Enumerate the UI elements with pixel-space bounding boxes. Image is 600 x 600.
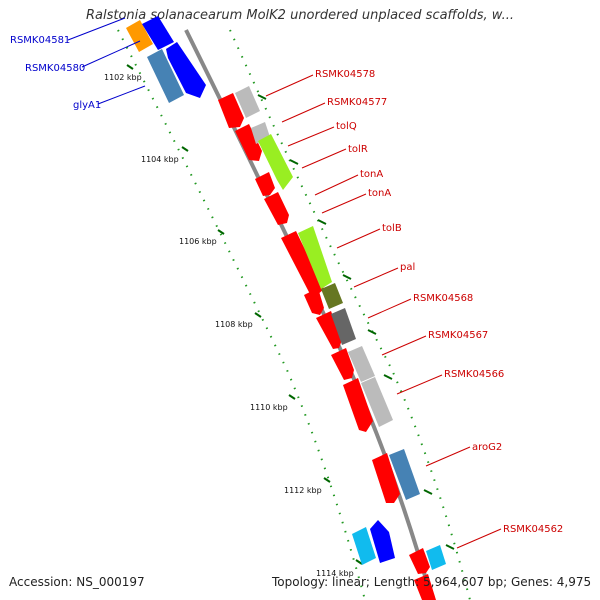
gene-rsmk04578-feature[interactable]	[218, 93, 244, 128]
tick-label-1106: 1106 kbp	[179, 237, 217, 246]
gene-bottom-cyan-1[interactable]	[352, 527, 376, 565]
gene-pal-red[interactable]	[304, 288, 324, 315]
gene-label-pal[interactable]: pal	[400, 262, 415, 273]
gene-rsmk04577-feature[interactable]	[235, 124, 262, 161]
tick-mark	[181, 146, 189, 152]
tick-mark	[323, 477, 331, 483]
gene-bottom-blue-1[interactable]	[370, 520, 395, 563]
gene-rsmk04562-feature[interactable]	[409, 548, 430, 574]
tick-label-1110: 1110 kbp	[250, 403, 288, 412]
gene-tonA-1-feature[interactable]	[264, 192, 289, 225]
gene-rsmk04580-feature[interactable]	[147, 49, 184, 103]
gene-rsmk04567-feature[interactable]	[331, 348, 354, 380]
left-label-leaders	[67, 17, 146, 105]
tick-label-1114: 1114 kbp	[316, 569, 354, 578]
gene-rsmk04567-gray[interactable]	[348, 346, 375, 382]
gene-bottom-red[interactable]	[414, 574, 436, 600]
backbone-line	[184, 29, 434, 600]
gene-label-rsmk04581[interactable]: RSMK04581	[10, 35, 70, 46]
tick-label-1108: 1108 kbp	[215, 320, 253, 329]
gene-label-rsmk04580[interactable]: RSMK04580	[25, 63, 85, 74]
gene-label-rsmk04578[interactable]: RSMK04578	[315, 69, 375, 80]
tick-mark	[254, 312, 262, 318]
gene-tolB-feature[interactable]	[298, 226, 332, 289]
gene-rsmk04566-gray[interactable]	[361, 377, 393, 427]
gene-rsmk04581b-feature[interactable]	[142, 16, 174, 50]
tick-mark	[126, 64, 134, 70]
gene-tolR-feature[interactable]	[255, 172, 275, 196]
gene-rsmk04581-feature[interactable]	[126, 20, 153, 52]
gene-glyA1-feature[interactable]	[166, 42, 206, 98]
gene-rsmk04568-gray[interactable]	[331, 308, 356, 345]
accession-text: Accession: NS_000197	[9, 575, 145, 589]
tick-mark	[355, 559, 363, 565]
tick-mark	[288, 394, 296, 400]
tick-mark	[217, 229, 225, 235]
gene-tonA-2-feature[interactable]	[281, 231, 324, 296]
gene-label-aroG2[interactable]: aroG2	[472, 442, 502, 453]
gene-label-glyA1[interactable]: glyA1	[73, 100, 101, 111]
gene-rsmk04568-feature[interactable]	[316, 311, 342, 349]
right-strand-genes	[218, 86, 436, 600]
gene-label-tolB[interactable]: tolB	[382, 223, 402, 234]
tick-label-1112: 1112 kbp	[284, 486, 322, 495]
left-labels: RSMK04581 RSMK04580 glyA1	[10, 35, 101, 111]
right-guide-ticks	[257, 94, 455, 550]
gene-bottom-cyan-2[interactable]	[426, 545, 446, 570]
gene-label-tonA-2[interactable]: tonA	[368, 188, 391, 199]
gene-rsmk04566-feature[interactable]	[343, 378, 373, 432]
topology-text: Topology: linear; Length: 5,964,607 bp; …	[272, 575, 592, 589]
right-labels: RSMK04578 RSMK04577 tolQ tolR tonA tonA …	[315, 69, 563, 535]
gene-label-tonA-1[interactable]: tonA	[360, 169, 383, 180]
gene-label-tolR[interactable]: tolR	[348, 144, 368, 155]
tick-label-1104: 1104 kbp	[141, 155, 179, 164]
map-title: Ralstonia solanacearum MolK2 unordered u…	[85, 8, 514, 23]
gene-label-rsmk04562[interactable]: RSMK04562	[503, 524, 563, 535]
gene-aroG2-feature[interactable]	[372, 453, 400, 503]
gene-aroG2-steel[interactable]	[389, 449, 420, 500]
gene-label-rsmk04567[interactable]: RSMK04567	[428, 330, 488, 341]
gene-tolQ-feature[interactable]	[258, 134, 293, 190]
gene-label-rsmk04568[interactable]: RSMK04568	[413, 293, 473, 304]
tick-label-1102: 1102 kbp	[104, 73, 142, 82]
scale-ticks: 1102 kbp 1104 kbp 1106 kbp 1108 kbp 1110…	[104, 64, 363, 578]
guide-line-right	[229, 29, 471, 600]
gene-label-tolQ[interactable]: tolQ	[336, 121, 357, 132]
gene-rsmk04578-gray[interactable]	[235, 86, 260, 118]
gene-pal-feature[interactable]	[321, 283, 343, 309]
left-strand-genes	[126, 16, 446, 570]
gene-label-rsmk04566[interactable]: RSMK04566	[444, 369, 504, 380]
gene-label-rsmk04577[interactable]: RSMK04577	[327, 97, 387, 108]
right-label-leaders	[265, 74, 502, 549]
